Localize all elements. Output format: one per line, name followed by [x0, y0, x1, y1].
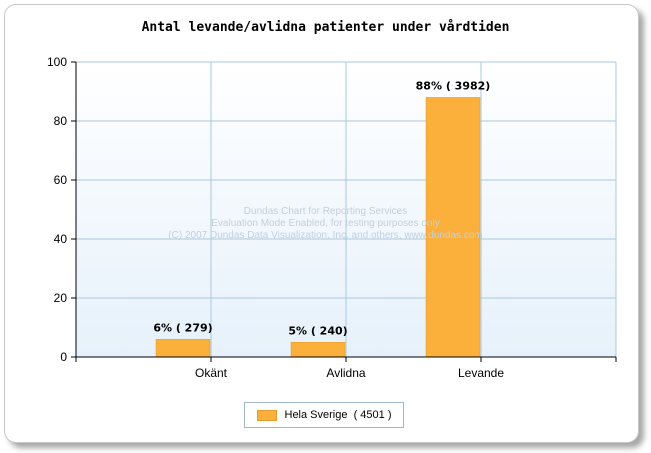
bar: [290, 342, 346, 358]
bar-data-label: 6% ( 279): [153, 321, 212, 334]
watermark-line: Dundas Chart for Reporting Services: [243, 206, 408, 217]
watermark: Dundas Chart for Reporting Services Eval…: [0, 206, 651, 242]
watermark-line: (C) 2007 Dundas Data Visualization, Inc.…: [168, 230, 483, 241]
chart-title: Antal levande/avlidna patienter under vå…: [141, 20, 510, 35]
y-tick-label: 60: [54, 173, 68, 187]
y-tick-label: 100: [47, 55, 67, 69]
x-tick-label: Avlidna: [326, 366, 365, 380]
bar-data-label: 88% ( 3982): [416, 79, 491, 92]
legend: Hela Sverige ( 4501 ): [244, 402, 404, 428]
legend-label: Hela Sverige ( 4501 ): [284, 409, 392, 421]
y-tick-label: 40: [54, 232, 68, 246]
legend-swatch: [256, 409, 277, 421]
y-tick-label: 80: [54, 114, 68, 128]
x-tick-label: Levande: [458, 366, 504, 380]
y-tick-label: 0: [60, 350, 67, 364]
y-tick-label: 20: [54, 291, 68, 305]
watermark-line: Evaluation Mode Enabled, for testing pur…: [211, 218, 440, 229]
x-tick-label: Okänt: [195, 366, 228, 380]
bar: [425, 97, 481, 358]
bar-data-label: 5% ( 240): [288, 324, 347, 337]
bar: [155, 339, 211, 358]
